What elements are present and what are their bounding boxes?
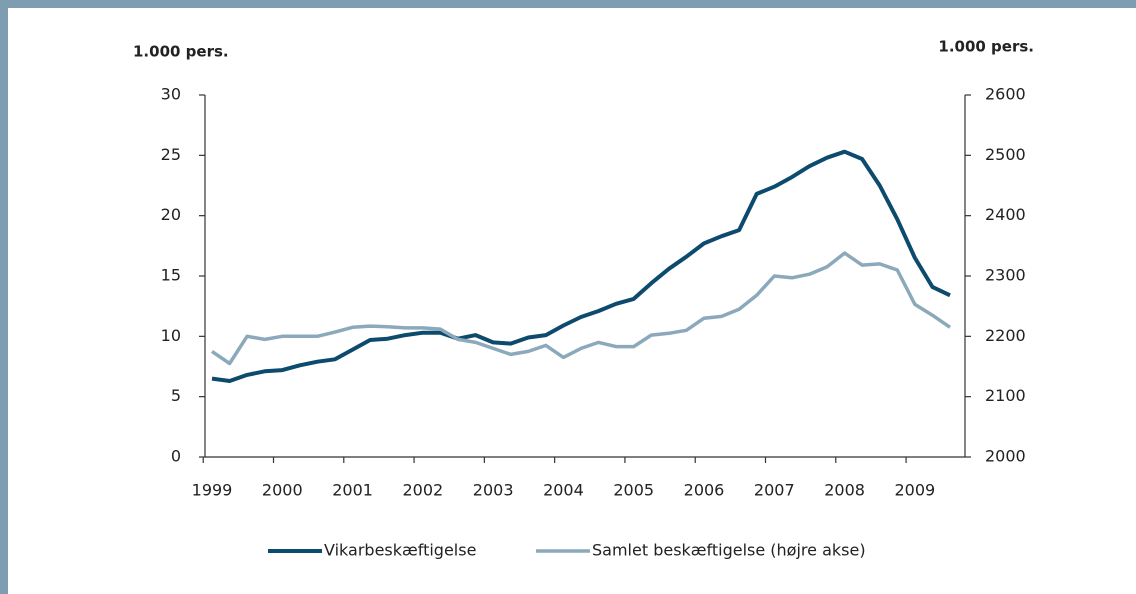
y2-tick-label: 2400: [985, 205, 1026, 224]
series-line: [211, 251, 951, 366]
frame-left: [0, 0, 8, 594]
x-tick-label: 2008: [824, 481, 865, 500]
y2-tick-label: 2200: [985, 326, 1026, 345]
x-tick-label: 2003: [473, 481, 514, 500]
y2-tick-label: 2500: [985, 145, 1026, 164]
y-tick-label: 0: [171, 447, 181, 466]
x-tick-label: 2006: [684, 481, 725, 500]
x-tick-label: 2009: [894, 481, 935, 500]
x-tick-label: 2007: [754, 481, 795, 500]
y2-tick-label: 2000: [985, 447, 1026, 466]
y-axis-label: 1.000 pers.: [133, 43, 229, 61]
x-tick-label: 2001: [332, 481, 373, 500]
y-tick-label: 20: [161, 205, 181, 224]
y-tick-label: 5: [171, 386, 181, 405]
y-tick-label: 30: [161, 85, 181, 104]
legend-label: Vikarbeskæftigelse: [324, 541, 476, 560]
legend-label: Samlet beskæftigelse (højre akse): [592, 541, 866, 560]
y2-tick-label: 2100: [985, 386, 1026, 405]
y2-tick-label: 2300: [985, 266, 1026, 285]
y2-axis-label: 1.000 pers.: [938, 38, 1034, 56]
x-tick-label: 1999: [192, 481, 233, 500]
series-line: [211, 149, 951, 383]
x-tick-label: 2004: [543, 481, 584, 500]
y2-tick-label: 2600: [985, 85, 1026, 104]
x-tick-label: 2005: [613, 481, 654, 500]
y-tick-label: 25: [161, 145, 181, 164]
x-tick-label: 2000: [262, 481, 303, 500]
frame-top: [0, 0, 1136, 8]
y-tick-label: 10: [161, 326, 181, 345]
x-tick-label: 2002: [402, 481, 443, 500]
y-tick-label: 15: [161, 266, 181, 285]
